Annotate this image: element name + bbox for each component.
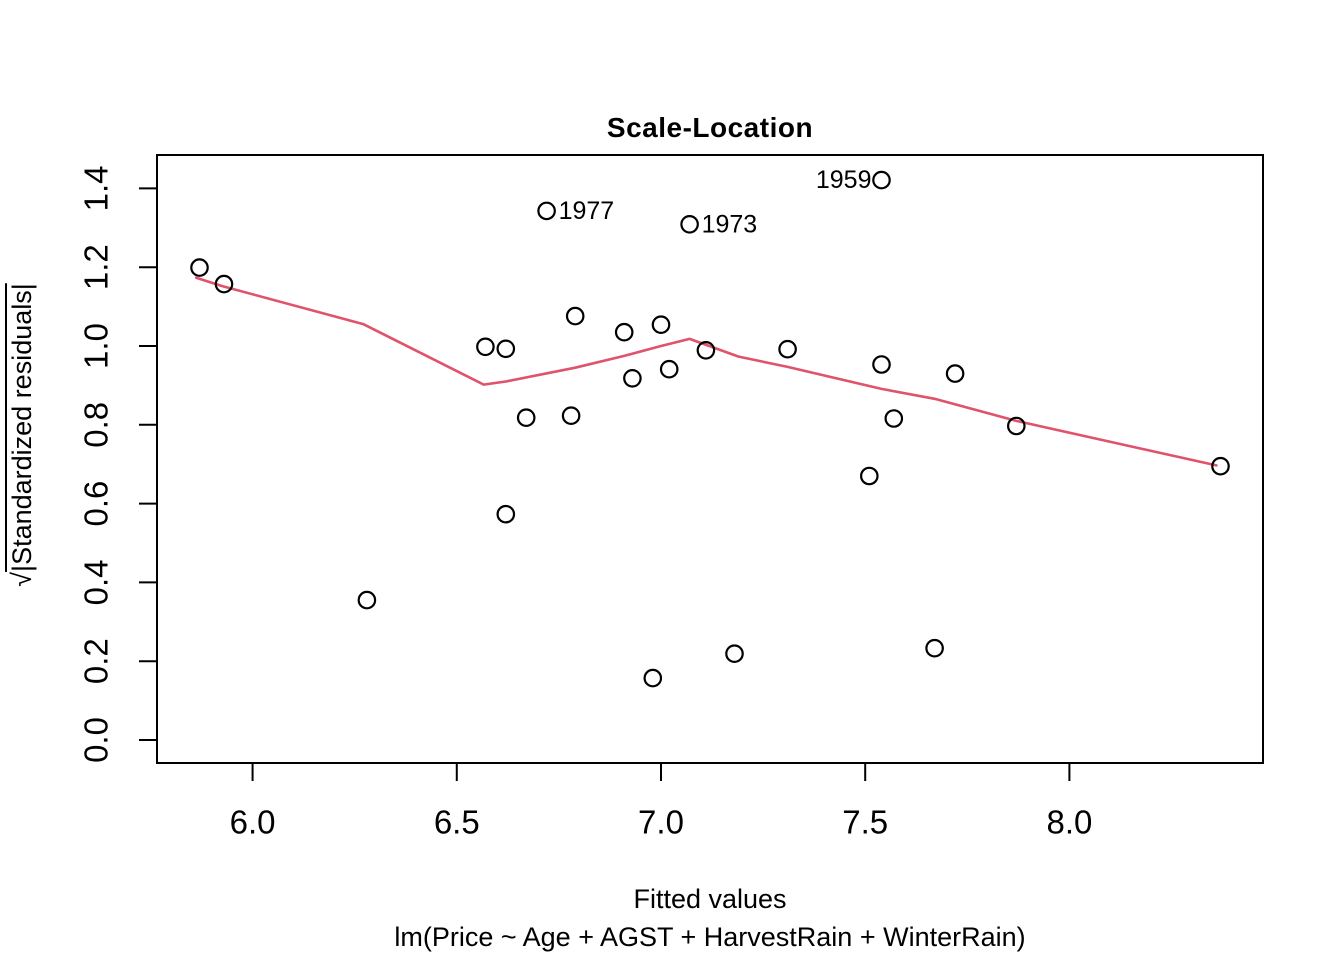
data-point [925,638,944,658]
y-tick-label: 1.2 [78,244,115,290]
data-point [659,359,679,379]
data-point [496,504,516,524]
data-point [680,215,699,234]
y-tick-label: 0.0 [78,717,115,763]
data-point [1006,416,1026,436]
outlier-year-label: 1959 [816,166,872,194]
y-tick-label: 1.4 [78,165,115,211]
y-axis-label-text: |Standardized residuals| [7,283,37,572]
outlier-year-label: 1977 [559,197,615,225]
y-tick-label: 0.2 [78,638,115,684]
smooth-trend-line [194,276,1218,467]
data-point [357,590,377,610]
plot-border-box [156,154,1264,764]
data-point [565,306,585,326]
data-point [614,322,634,342]
x-tick-label: 7.0 [638,804,684,841]
sqrt-symbol: √ [7,571,37,587]
y-tick-label: 0.4 [78,559,115,605]
data-point [643,668,663,688]
data-point [725,644,744,663]
data-point [778,339,797,359]
data-point [884,409,904,428]
x-tick-label: 7.5 [842,804,888,841]
data-point [696,340,716,360]
data-point [561,406,581,425]
data-point [623,368,642,388]
x-axis-label: Fitted values [633,884,787,914]
data-point [651,315,671,334]
x-tick-label: 8.0 [1046,804,1092,841]
data-point [537,201,556,221]
data-point [1211,456,1230,476]
data-point [872,355,891,374]
x-tick-label: 6.5 [434,804,480,841]
chart-title: Scale-Location [606,112,814,143]
model-formula-caption: lm(Price ~ Age + AGST + HarvestRain + Wi… [394,922,1026,952]
data-point [945,364,965,383]
data-point [190,258,209,277]
data-point [516,408,536,427]
y-tick-label: 1.0 [78,323,115,369]
y-tick-label: 0.8 [78,402,115,448]
data-point [214,274,234,294]
data-point [859,466,879,486]
data-point [476,337,495,357]
y-axis-label: √|Standardized residuals| [4,185,40,685]
outlier-year-label: 1973 [702,210,758,238]
data-point [496,339,516,359]
x-tick-label: 6.0 [230,804,276,841]
data-point [872,170,891,190]
y-tick-label: 0.6 [78,481,115,527]
